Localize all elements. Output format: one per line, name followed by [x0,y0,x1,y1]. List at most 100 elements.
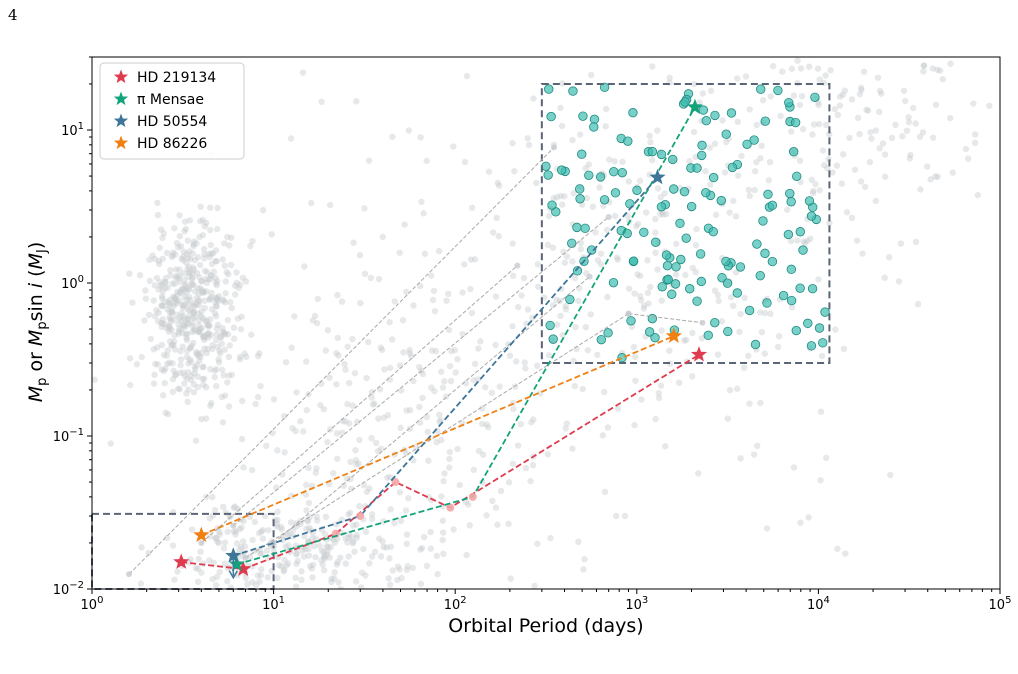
highlighted-planet [609,167,619,177]
background-point [159,302,167,309]
background-point [228,234,235,241]
background-point [199,231,207,239]
background-point [693,225,700,233]
background-point [821,162,828,169]
background-point [217,350,224,357]
background-point [417,546,424,553]
background-point [467,285,474,293]
legend-label: π Mensae [137,92,204,108]
background-point [972,131,979,138]
background-point [406,346,413,354]
background-point [396,362,404,369]
background-point [209,345,216,353]
background-point [306,562,314,570]
highlighted-planet [543,170,553,180]
background-point [190,339,197,347]
background-point [167,272,174,279]
background-point [212,247,220,254]
background-point [846,134,853,142]
background-point [433,439,440,446]
background-point [305,464,312,472]
background-point [183,289,190,296]
background-point [169,360,176,367]
background-point [219,328,226,335]
background-point [497,487,505,495]
background-point [254,572,261,579]
background-point [695,470,702,477]
background-point [162,409,169,416]
background-point [405,127,412,134]
background-point [237,281,244,288]
background-point [189,314,197,322]
background-point [328,578,335,586]
highlighted-planet [727,162,738,173]
background-point [206,557,213,564]
highlighted-planet [792,171,802,181]
background-point [917,186,924,193]
background-point [212,257,219,265]
legend-star-marker [113,91,129,106]
background-point [179,285,186,293]
background-point [222,331,229,338]
background-point [351,369,359,377]
highlighted-planet [783,229,794,240]
highlighted-planet [680,97,690,107]
background-point [521,359,528,366]
background-point [527,477,534,485]
background-point [379,233,386,241]
background-point [173,299,181,307]
background-point [174,385,182,392]
background-point [492,504,500,511]
background-point [596,184,603,191]
background-point [190,242,197,250]
background-point [474,376,482,383]
background-point [195,310,202,317]
background-point [388,336,396,343]
background-point [189,281,196,289]
background-point [386,555,393,562]
highlighted-planet [695,249,706,259]
background-point [240,517,247,525]
background-point [576,131,584,138]
background-point [197,285,204,292]
background-point [805,63,813,70]
background-point [194,578,202,586]
background-point [479,451,487,458]
background-point [248,331,255,338]
highlighted-planet [786,295,797,306]
background-point [224,233,231,241]
background-point [235,284,242,292]
highlighted-planet [818,338,828,348]
background-point [333,430,341,437]
highlighted-planet [626,316,636,326]
background-point [461,261,468,268]
background-point [207,272,215,279]
background-point [182,282,189,289]
background-point [159,255,166,263]
background-point [164,410,172,418]
grey-connector-point [126,571,133,578]
background-point [379,538,386,545]
highlighted-planet [755,84,766,94]
background-point [208,289,215,297]
background-point [170,293,177,300]
background-point [159,392,167,399]
background-point [211,310,219,317]
background-point [477,338,484,345]
background-point [505,520,512,527]
y-axis-label: Mp or Mpsin i (MJ) [25,242,50,403]
background-point [280,568,287,575]
background-point [483,421,490,428]
background-point [919,129,927,136]
highlighted-planet [804,196,815,206]
background-point [475,345,482,352]
background-point [274,574,281,582]
background-point [947,60,954,67]
background-point [225,271,232,278]
highlighted-planet [763,189,773,200]
background-point [221,299,229,306]
background-point [187,555,194,563]
system-star-marker [649,168,666,185]
background-point [183,296,190,303]
